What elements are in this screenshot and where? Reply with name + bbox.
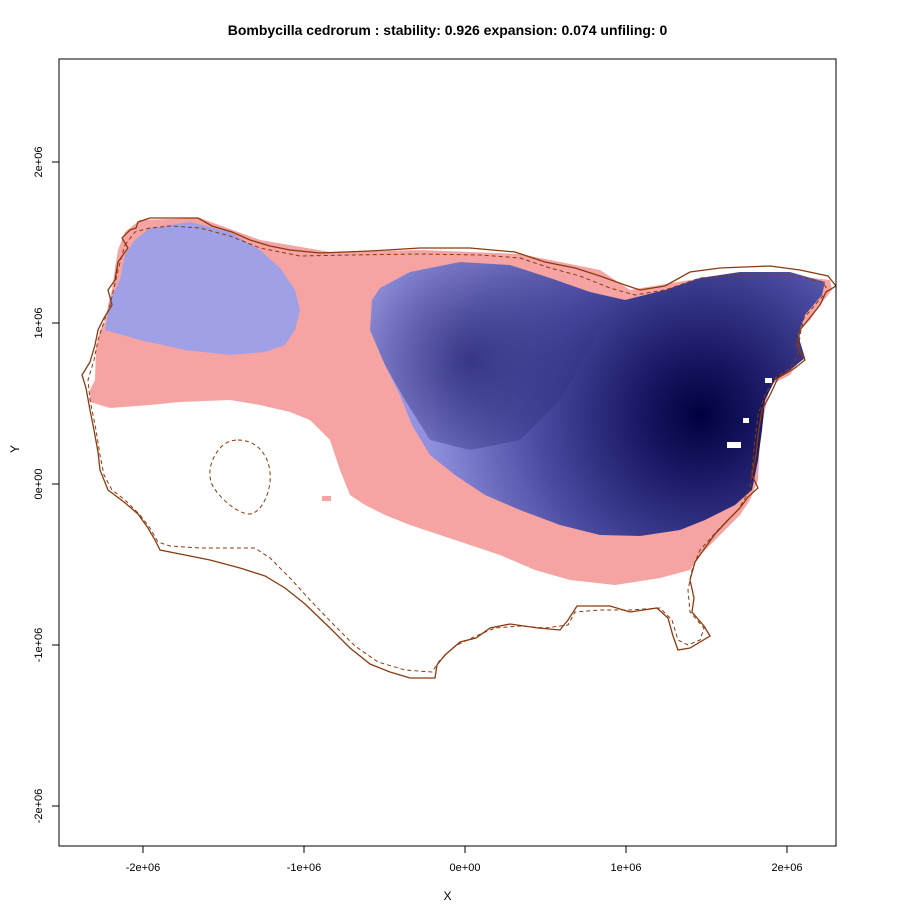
x-tick-label: -1e+06 <box>287 862 322 874</box>
x-tick-label: -2e+06 <box>126 862 161 874</box>
y-tick-label: 0e+00 <box>33 469 45 500</box>
y-axis: 2e+06 1e+06 0e+00 -1e+06 -2e+06 <box>33 147 59 824</box>
x-tick-label: 2e+06 <box>772 862 803 874</box>
invaded-range-outline <box>81 217 836 679</box>
y-axis-label: Y <box>8 444 22 453</box>
x-tick-label: 1e+06 <box>611 862 642 874</box>
y-tick-label: 1e+06 <box>33 308 45 339</box>
x-axis: -2e+06 -1e+06 0e+00 1e+06 2e+06 <box>126 846 803 874</box>
stability-area-west <box>105 222 300 355</box>
native-range-hole <box>209 439 271 515</box>
y-tick-label: -1e+06 <box>33 628 45 663</box>
x-axis-label: X <box>443 889 452 903</box>
map-title: Bombycilla cedrorum : stability: 0.926 e… <box>227 22 668 38</box>
y-tick-label: -2e+06 <box>33 789 45 824</box>
x-tick-label: 0e+00 <box>450 862 481 874</box>
y-tick-label: 2e+06 <box>33 147 45 178</box>
plot-frame <box>58 58 837 847</box>
